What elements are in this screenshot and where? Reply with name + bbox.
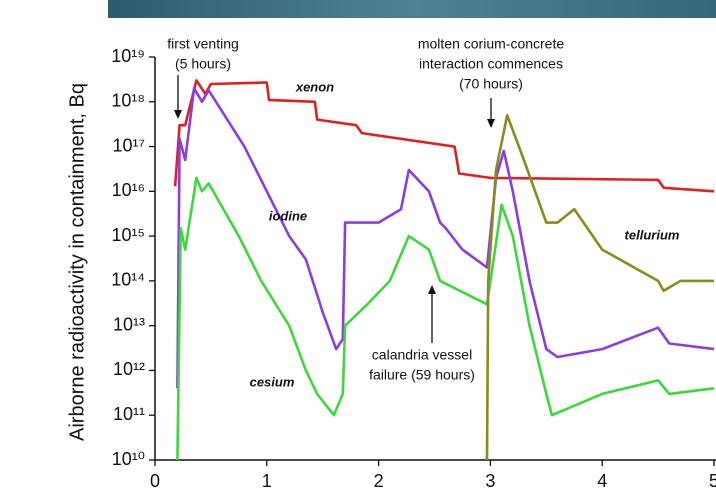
arrow-head	[428, 285, 436, 294]
x-tick-label: 1	[262, 471, 272, 491]
y-tick-label: 10¹⁹	[111, 46, 145, 66]
x-tick-label: 0	[150, 471, 160, 491]
y-tick-label: 10¹⁰	[112, 449, 145, 469]
y-tick-label: 10¹³	[113, 314, 145, 334]
annotation: interaction commences	[419, 56, 563, 72]
y-tick-label: 10¹⁷	[112, 135, 145, 155]
series-line	[176, 176, 715, 461]
arrow-head	[174, 110, 182, 119]
arrow-head	[487, 119, 495, 128]
series-line	[176, 87, 715, 389]
banner	[108, 0, 716, 18]
series-line	[173, 79, 715, 193]
y-tick-label: 10¹¹	[113, 404, 145, 424]
annotation: molten corium-concrete	[418, 36, 564, 52]
x-tick-label: 4	[597, 471, 607, 491]
annotation: (5 hours)	[175, 56, 231, 72]
annotation: calandria vessel	[372, 347, 472, 363]
y-axis-label: Airborne radioactivity in containment, B…	[66, 83, 88, 441]
y-tick-label: 10¹⁸	[111, 91, 145, 111]
series-label: tellurium	[625, 227, 680, 242]
x-tick-label: 5	[709, 471, 716, 491]
y-tick-label: 10¹⁶	[112, 180, 145, 200]
annotation: (70 hours)	[459, 76, 523, 92]
y-tick-label: 10¹⁵	[112, 225, 145, 245]
series-label: xenon	[295, 79, 334, 94]
x-tick-label: 3	[485, 471, 495, 491]
y-tick-label: 10¹⁴	[111, 270, 145, 290]
annotation: failure (59 hours)	[369, 367, 475, 383]
annotation: first venting	[167, 36, 239, 52]
series-label: iodine	[269, 208, 307, 223]
arrows	[174, 75, 495, 343]
x-tick-label: 2	[374, 471, 384, 491]
y-tick-label: 10¹²	[113, 359, 145, 379]
series-label: cesium	[250, 374, 295, 389]
series-line	[485, 114, 714, 461]
